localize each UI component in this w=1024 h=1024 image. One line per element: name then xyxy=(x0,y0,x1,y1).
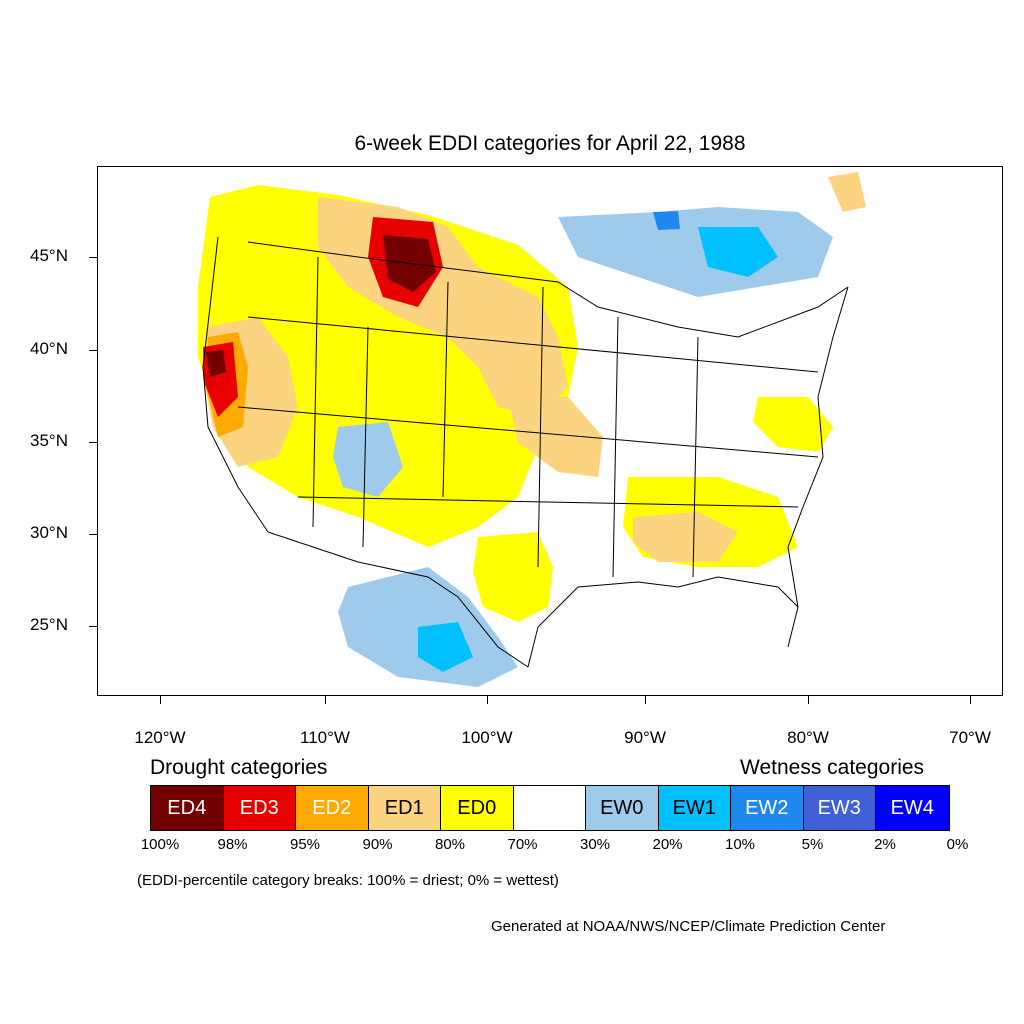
ew2-region-great-lakes xyxy=(653,211,680,230)
ew1-region-south xyxy=(418,622,473,672)
percentile-label: 90% xyxy=(362,836,393,853)
state-line-1 xyxy=(312,256,319,528)
percentile-label: 80% xyxy=(434,836,466,853)
lat-label-25n: 25°N xyxy=(30,615,68,634)
lon-tick-90w xyxy=(645,696,646,704)
lon-label-90w: 90°W xyxy=(624,728,666,747)
lon-label-70w: 70°W xyxy=(949,728,991,747)
wetness-categories-heading: Wetness categories xyxy=(740,756,925,779)
lon-label-120w: 120°W xyxy=(134,728,186,747)
state-line-9 xyxy=(297,496,799,508)
lat-label-40n: 40°N xyxy=(30,339,68,358)
us-mexico-border xyxy=(267,531,529,668)
legend-box-ed0: ED0 xyxy=(441,786,514,830)
ew0-region-great-lakes xyxy=(558,207,833,297)
legend-box-ew4: EW4 xyxy=(876,786,949,830)
legend-box-ed2: ED2 xyxy=(296,786,369,830)
state-line-7 xyxy=(247,316,819,373)
lat-tick-35n xyxy=(89,442,97,443)
state-boundaries xyxy=(202,236,849,668)
map-title: 6-week EDDI categories for April 22, 198… xyxy=(354,132,746,155)
ed1-region-central xyxy=(508,397,603,477)
map-area xyxy=(97,166,1003,696)
state-line-2 xyxy=(362,326,369,548)
lon-tick-120w xyxy=(160,696,161,704)
category-note: (EDDI-percentile category breaks: 100% =… xyxy=(137,872,559,889)
ed0-region-texas xyxy=(473,532,553,622)
legend-color-bar: ED4 ED3 ED2 ED1 ED0 EW0 EW1 EW2 EW3 EW4 xyxy=(150,785,950,831)
ed0-region-northeast xyxy=(753,397,833,452)
state-line-6 xyxy=(692,336,699,578)
lon-label-110w: 110°W xyxy=(300,728,350,747)
state-line-5 xyxy=(612,316,619,578)
map-canvas xyxy=(198,172,866,687)
pacific-coastline xyxy=(202,236,269,533)
atlantic-coastline xyxy=(787,286,849,648)
lon-tick-70w xyxy=(970,696,971,704)
us-canada-border xyxy=(247,241,849,338)
drought-wetness-fill xyxy=(198,172,866,687)
legend-box-ed4: ED4 xyxy=(151,786,224,830)
lon-tick-100w xyxy=(487,696,488,704)
legend-box-ew3: EW3 xyxy=(803,786,876,830)
credit-line: Generated at NOAA/NWS/NCEP/Climate Predi… xyxy=(491,918,886,935)
lon-tick-110w xyxy=(325,696,326,704)
percentile-label: 100% xyxy=(140,836,180,853)
legend-box-neutral xyxy=(513,786,586,830)
lat-tick-25n xyxy=(89,626,97,627)
legend-box-ew0: EW0 xyxy=(586,786,659,830)
gulf-coastline xyxy=(527,576,799,668)
legend-box-ed3: ED3 xyxy=(223,786,296,830)
percentile-label: 30% xyxy=(579,836,611,853)
legend-box-ew2: EW2 xyxy=(731,786,804,830)
ed4-region-coast xyxy=(206,350,226,377)
percentile-label: 98% xyxy=(217,836,248,853)
percentile-label: 10% xyxy=(724,836,756,853)
ew1-region-great-lakes xyxy=(698,227,778,277)
ed1-region-southeast xyxy=(633,512,738,562)
percentile-label: 70% xyxy=(507,836,538,853)
ew0-region-southwest xyxy=(333,422,403,497)
lon-label-80w: 80°W xyxy=(787,728,829,747)
ed1-region-northeast-corner xyxy=(828,172,866,212)
lat-tick-30n xyxy=(89,534,97,535)
percentile-label: 2% xyxy=(874,836,896,853)
state-line-3 xyxy=(442,281,449,498)
lat-label-45n: 45°N xyxy=(30,246,68,265)
lat-tick-45n xyxy=(89,257,97,258)
state-line-8 xyxy=(237,406,819,458)
percentile-label: 0% xyxy=(946,836,969,853)
lat-label-30n: 30°N xyxy=(30,523,68,542)
state-line-4 xyxy=(537,286,544,568)
drought-categories-heading: Drought categories xyxy=(150,756,328,779)
legend-box-ed1: ED1 xyxy=(368,786,441,830)
percentile-label: 5% xyxy=(801,836,824,853)
lon-tick-80w xyxy=(808,696,809,704)
lon-label-100w: 100°W xyxy=(461,728,513,747)
lat-tick-40n xyxy=(89,350,97,351)
lat-label-35n: 35°N xyxy=(30,431,68,450)
percentile-label: 20% xyxy=(652,836,683,853)
percentile-label: 95% xyxy=(289,836,321,853)
legend-box-ew1: EW1 xyxy=(658,786,731,830)
